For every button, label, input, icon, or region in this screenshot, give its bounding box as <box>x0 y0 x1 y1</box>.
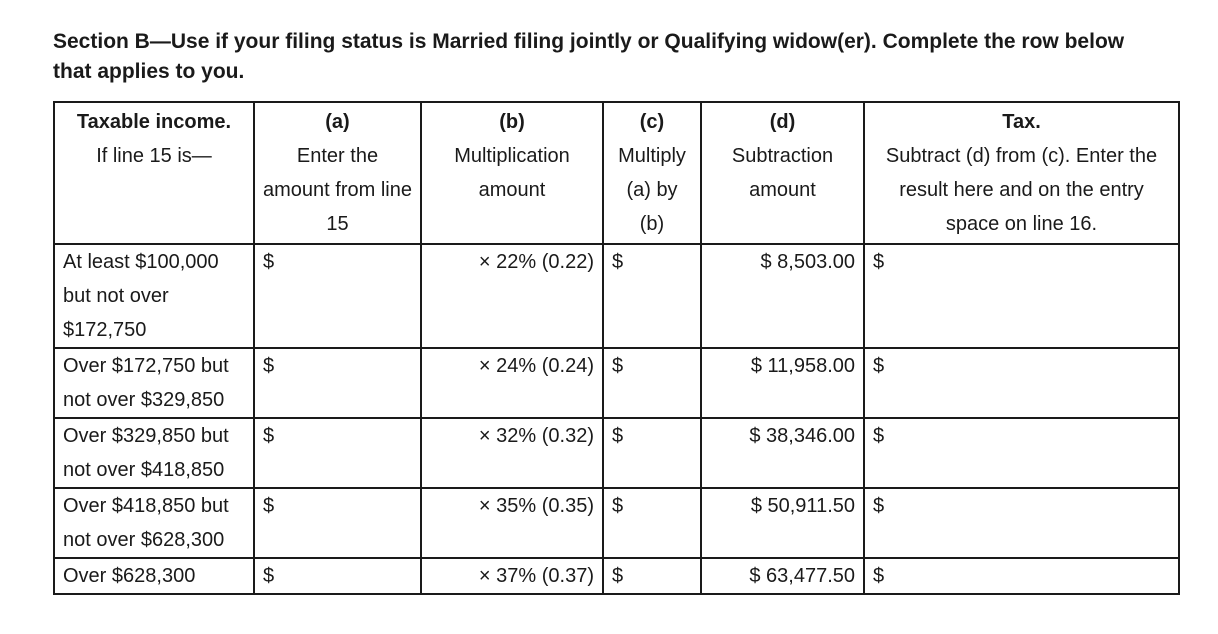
subtraction-cell: $ 11,958.00 <box>700 347 865 419</box>
multiplication-cell: × 24% (0.24) <box>420 347 604 419</box>
amount-a-cell: $ <box>253 417 422 489</box>
subtraction-cell: $ 50,911.50 <box>700 487 865 559</box>
col-title: Taxable income. <box>76 111 232 133</box>
amount-a-cell: $ <box>253 243 422 349</box>
tax-cell: $ <box>863 347 1180 419</box>
col-subtitle: Multiplication amount <box>454 145 570 201</box>
col-title: (d) <box>769 111 796 133</box>
multiplication-cell: × 22% (0.22) <box>420 243 604 349</box>
col-subtitle: Enter the amount from line 15 <box>263 145 412 235</box>
income-range-cell: Over $628,300 <box>53 557 255 595</box>
income-range-cell: Over $418,850 but not over $628,300 <box>53 487 255 559</box>
subtraction-cell: $ 38,346.00 <box>700 417 865 489</box>
table-row: Over $418,850 but not over $628,300 $ × … <box>53 487 1180 559</box>
table-row: Over $329,850 but not over $418,850 $ × … <box>53 417 1180 489</box>
section-heading: Section B—Use if your filing status is M… <box>53 30 1125 83</box>
col-subtitle: Multiply (a) by (b) <box>618 145 686 235</box>
subtraction-cell: $ 63,477.50 <box>700 557 865 595</box>
col-title: (a) <box>325 111 350 133</box>
product-c-cell: $ <box>602 417 702 489</box>
tax-cell: $ <box>863 243 1180 349</box>
header-row: Taxable income. If line 15 is— (a) Enter… <box>53 101 1180 245</box>
multiplication-cell: × 35% (0.35) <box>420 487 604 559</box>
col-header-taxable-income: Taxable income. If line 15 is— <box>53 101 255 245</box>
col-subtitle: Subtraction amount <box>731 145 834 201</box>
col-title: (c) <box>639 111 665 133</box>
col-title: Tax. <box>1002 111 1041 133</box>
tax-cell: $ <box>863 487 1180 559</box>
amount-a-cell: $ <box>253 557 422 595</box>
income-range-cell: At least $100,000 but not over $172,750 <box>53 243 255 349</box>
col-header-c: (c) Multiply (a) by (b) <box>602 101 702 245</box>
income-range-cell: Over $172,750 but not over $329,850 <box>53 347 255 419</box>
multiplication-cell: × 32% (0.32) <box>420 417 604 489</box>
col-subtitle: If line 15 is— <box>96 145 212 167</box>
col-header-b: (b) Multiplication amount <box>420 101 604 245</box>
table-row: Over $628,300 $ × 37% (0.37) $ $ 63,477.… <box>53 557 1180 595</box>
amount-a-cell: $ <box>253 487 422 559</box>
product-c-cell: $ <box>602 243 702 349</box>
income-range-cell: Over $329,850 but not over $418,850 <box>53 417 255 489</box>
col-header-d: (d) Subtraction amount <box>700 101 865 245</box>
col-header-tax: Tax. Subtract (d) from (c). Enter the re… <box>863 101 1180 245</box>
table-row: At least $100,000 but not over $172,750 … <box>53 243 1180 349</box>
col-subtitle: Subtract (d) from (c). Enter the result … <box>885 145 1158 235</box>
subtraction-cell: $ 8,503.00 <box>700 243 865 349</box>
tax-computation-table: Taxable income. If line 15 is— (a) Enter… <box>53 101 1180 595</box>
tax-cell: $ <box>863 557 1180 595</box>
multiplication-cell: × 37% (0.37) <box>420 557 604 595</box>
product-c-cell: $ <box>602 487 702 559</box>
product-c-cell: $ <box>602 347 702 419</box>
product-c-cell: $ <box>602 557 702 595</box>
col-title: (b) <box>499 111 525 133</box>
col-header-a: (a) Enter the amount from line 15 <box>253 101 422 245</box>
amount-a-cell: $ <box>253 347 422 419</box>
tax-cell: $ <box>863 417 1180 489</box>
table-row: Over $172,750 but not over $329,850 $ × … <box>53 347 1180 419</box>
